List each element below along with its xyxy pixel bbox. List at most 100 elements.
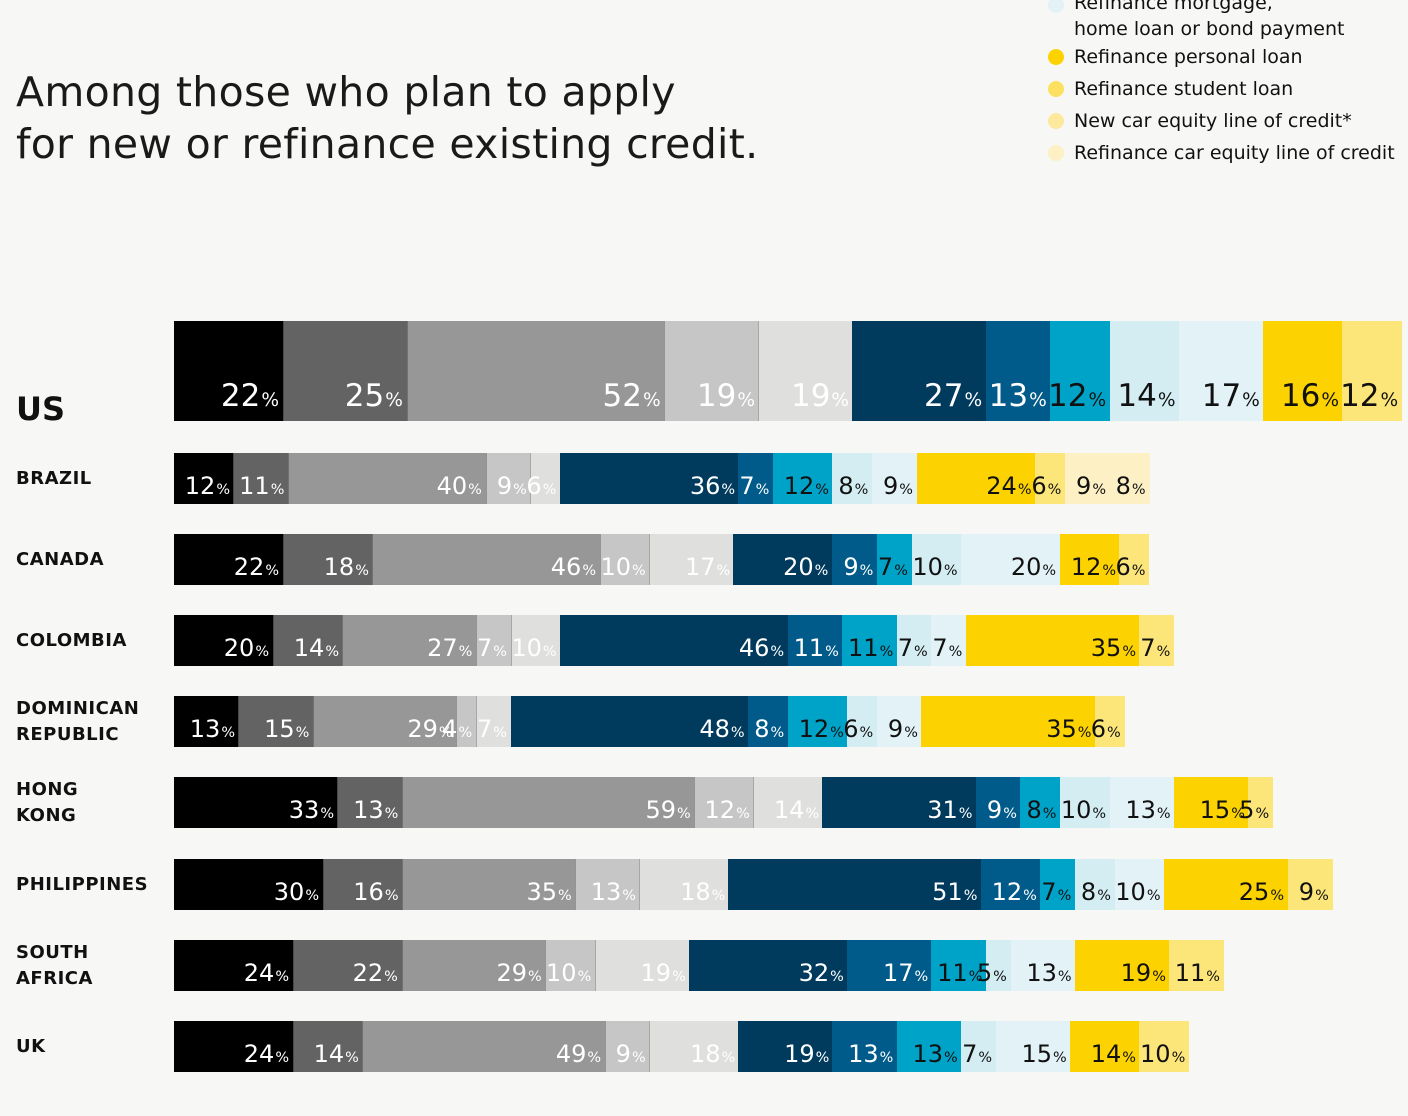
data-label-percent: % [914, 644, 928, 660]
data-label: 19% [791, 381, 849, 412]
data-label: 18% [680, 880, 725, 904]
bar-segment: 4% [442, 696, 477, 747]
data-label-value: 25 [1238, 878, 1270, 906]
category-label-line: DOMINICAN [16, 697, 140, 719]
data-label-value: 30 [273, 878, 305, 906]
data-label-percent: % [528, 969, 542, 985]
data-label-percent: % [879, 644, 894, 660]
bar-segment: 46% [560, 615, 789, 666]
data-label-value: 12 [1048, 378, 1088, 414]
data-label-value: 51 [932, 878, 963, 906]
data-label-percent: % [542, 644, 557, 660]
data-label-percent: % [1146, 888, 1161, 904]
bar-segment: 8% [1074, 859, 1115, 910]
bar-segment: 19% [594, 940, 690, 991]
data-label: 10% [600, 555, 645, 579]
data-label: 20% [224, 636, 269, 660]
legend-swatch [1048, 0, 1064, 13]
data-label-percent: % [736, 806, 750, 822]
data-label-value: 12 [704, 796, 736, 824]
data-label: 10% [546, 961, 591, 985]
bar-segment: 12% [980, 859, 1041, 910]
category-label-line: AFRICA [16, 967, 93, 989]
bar-segment: 7% [738, 453, 774, 504]
data-label-percent: % [964, 390, 983, 411]
data-label-value: 29 [407, 715, 438, 743]
data-label: 9% [888, 717, 918, 741]
data-label: 7% [477, 717, 507, 741]
bar-segment: 15% [1173, 777, 1249, 828]
data-label-percent: % [631, 1050, 646, 1066]
data-label-value: 14 [773, 796, 805, 824]
category-label: HONG KONG [16, 777, 78, 829]
bar-segment: 13% [174, 696, 239, 747]
bar-segment: 8% [1020, 777, 1061, 828]
data-label: 31% [927, 798, 972, 822]
data-label: 6% [526, 474, 556, 498]
data-label-percent: % [1077, 725, 1092, 741]
data-label: 8% [1026, 798, 1056, 822]
bar-segment: 16% [1263, 321, 1343, 421]
data-label-percent: % [978, 1050, 993, 1066]
data-label-value: 10 [511, 634, 542, 662]
bar-segment: 17% [649, 534, 735, 585]
data-label: 12% [784, 474, 829, 498]
data-label-percent: % [904, 725, 918, 741]
data-label-percent: % [275, 1050, 289, 1066]
data-label-value: 52 [602, 378, 642, 414]
category-label-line: US [16, 390, 66, 428]
data-label-percent: % [384, 888, 399, 904]
chart-title-line-1: Among those who plan to apply [16, 68, 676, 116]
data-label-percent: % [221, 725, 235, 741]
data-label-value: 33 [288, 796, 320, 824]
data-label-value: 5 [976, 959, 993, 987]
data-label-percent: % [943, 563, 958, 579]
bar-segment: 17% [1178, 321, 1264, 421]
data-label: 9% [987, 798, 1017, 822]
data-label: 9% [1299, 880, 1329, 904]
data-label-percent: % [1097, 888, 1111, 904]
data-label: 10% [912, 555, 957, 579]
data-label-value: 8 [754, 715, 770, 743]
data-label: 12% [185, 474, 230, 498]
bar-segment: 48% [510, 696, 749, 747]
bar-segment: 11% [233, 453, 289, 504]
data-label-percent: % [1131, 482, 1146, 498]
legend-label: Refinance mortgage, home loan or bond pay… [1074, 0, 1344, 42]
data-label-value: 7 [877, 553, 894, 581]
bar-segment: 7% [475, 615, 511, 666]
data-label: 17% [883, 961, 928, 985]
bar-segment: 12% [772, 453, 833, 504]
data-label-percent: % [622, 888, 636, 904]
bar-segment: 10% [599, 534, 650, 585]
bar-segment: 11% [931, 940, 987, 991]
bar-segment: 9% [871, 453, 917, 504]
data-label: 14% [1091, 1042, 1136, 1066]
data-label-percent: % [1042, 563, 1057, 579]
data-label: 15% [1021, 1042, 1066, 1066]
data-label: 35% [1046, 717, 1091, 741]
data-label-value: 10 [912, 553, 943, 581]
data-label-value: 59 [645, 796, 676, 824]
bar-segment: 12% [693, 777, 754, 828]
data-label: 11% [848, 636, 893, 660]
data-label-value: 24 [243, 959, 275, 987]
bar-segment: 20% [961, 534, 1061, 585]
data-label-percent: % [677, 806, 691, 822]
data-label-value: 7 [1041, 878, 1057, 906]
legend-swatch [1048, 113, 1064, 129]
data-label: 35% [1091, 636, 1136, 660]
data-label: 12% [705, 798, 750, 822]
bar-segment: 15% [995, 1021, 1071, 1072]
data-label: 9% [497, 474, 527, 498]
bar-segment: 7% [1139, 615, 1175, 666]
data-label-percent: % [493, 725, 507, 741]
data-label: 24% [244, 961, 289, 985]
data-label-percent: % [958, 806, 973, 822]
bar-segment: 27% [342, 615, 477, 666]
data-label-value: 17 [1201, 378, 1242, 414]
data-label-value: 12 [184, 472, 216, 500]
data-label-value: 14 [293, 634, 325, 662]
data-label: 10% [1140, 1042, 1185, 1066]
bar-segment: 13% [1010, 940, 1076, 991]
